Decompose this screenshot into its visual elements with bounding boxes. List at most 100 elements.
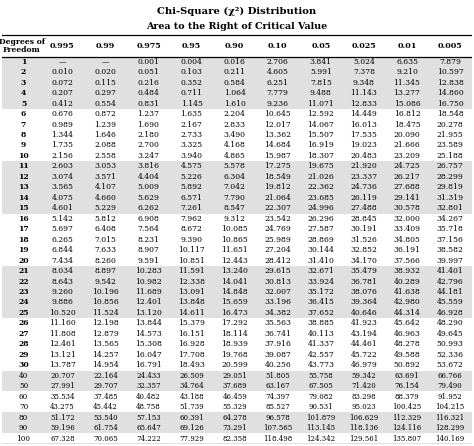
Text: 33.196: 33.196 [264,298,292,306]
Text: 8.231: 8.231 [137,235,160,244]
Text: 10.865: 10.865 [221,235,248,244]
Text: 23.589: 23.589 [437,141,464,149]
Text: 20.483: 20.483 [350,152,377,160]
Text: 22.307: 22.307 [264,204,291,212]
Text: 71.420: 71.420 [352,382,376,390]
Text: 65.647: 65.647 [136,424,161,432]
Text: 14.067: 14.067 [308,120,334,128]
Text: 26.509: 26.509 [179,372,204,380]
Text: 16.473: 16.473 [221,309,248,317]
Text: 9.886: 9.886 [52,298,73,306]
Text: 2.088: 2.088 [94,141,117,149]
Text: 44.181: 44.181 [437,288,464,296]
Text: 4.107: 4.107 [94,183,117,191]
Text: 40: 40 [19,372,28,380]
Bar [2,57,472,67]
Text: 5: 5 [21,99,26,107]
Text: 0.584: 0.584 [224,78,246,87]
Text: 30.813: 30.813 [264,277,292,285]
Text: Freedom: Freedom [3,45,40,54]
Text: 37.485: 37.485 [93,392,118,401]
Text: 14.848: 14.848 [221,288,248,296]
Text: 28.412: 28.412 [264,256,291,264]
Text: 5.991: 5.991 [310,68,332,76]
Text: 29.141: 29.141 [393,194,420,202]
Text: 40.256: 40.256 [264,361,291,369]
Text: 37.916: 37.916 [264,340,291,348]
Text: 90.531: 90.531 [309,403,333,411]
Text: 16.919: 16.919 [308,141,334,149]
Bar [2,235,472,245]
Text: 0.115: 0.115 [94,78,117,87]
Text: 2.706: 2.706 [267,58,289,66]
Text: 3.325: 3.325 [181,141,203,149]
Text: 14.573: 14.573 [135,330,162,338]
Text: 34.170: 34.170 [350,256,377,264]
Text: 96.578: 96.578 [265,413,290,421]
Text: 0.051: 0.051 [137,68,159,76]
Text: 44.461: 44.461 [351,340,377,348]
Bar [2,161,472,172]
Text: 67.505: 67.505 [309,382,333,390]
Text: 32.671: 32.671 [308,267,334,275]
Text: 76.154: 76.154 [395,382,419,390]
Text: 20.599: 20.599 [221,361,248,369]
Text: 15.308: 15.308 [135,340,162,348]
Text: 23.542: 23.542 [264,215,291,223]
Text: 4.865: 4.865 [224,152,246,160]
Text: 0.211: 0.211 [224,68,246,76]
Text: 5.629: 5.629 [137,194,159,202]
Text: 4.168: 4.168 [224,141,246,149]
Text: 34.267: 34.267 [437,215,464,223]
Text: 1.145: 1.145 [181,99,202,107]
Text: 39.997: 39.997 [437,256,464,264]
Text: 10.856: 10.856 [92,298,119,306]
Text: 14.257: 14.257 [92,351,119,359]
Text: 3: 3 [21,78,26,87]
Text: 13.277: 13.277 [393,89,420,97]
Text: 30.191: 30.191 [350,225,377,233]
Text: 11.524: 11.524 [92,309,119,317]
Text: 15.507: 15.507 [308,131,334,139]
Text: 2.156: 2.156 [52,152,73,160]
Text: 45.642: 45.642 [393,319,420,327]
Text: Degrees of: Degrees of [0,38,45,46]
Text: 24.769: 24.769 [264,225,291,233]
Text: 14.954: 14.954 [92,361,119,369]
Text: 67.328: 67.328 [50,434,75,442]
Text: 12.338: 12.338 [178,277,205,285]
Bar [2,245,472,256]
Text: 11.071: 11.071 [308,99,334,107]
Text: 51.172: 51.172 [50,413,75,421]
Text: 39.087: 39.087 [264,351,291,359]
Text: 1.344: 1.344 [51,131,73,139]
Text: 9: 9 [21,141,26,149]
Bar [2,214,472,224]
Text: 42.557: 42.557 [308,351,334,359]
Text: 46.979: 46.979 [351,361,377,369]
Text: 35.172: 35.172 [308,288,334,296]
Text: 13.120: 13.120 [135,309,162,317]
Text: 2.180: 2.180 [137,131,159,139]
Text: 4.404: 4.404 [137,173,159,181]
Text: 7.434: 7.434 [51,256,73,264]
Text: 31.319: 31.319 [437,194,464,202]
Text: 32.852: 32.852 [350,246,377,254]
Text: 0.005: 0.005 [438,42,463,50]
Text: 22: 22 [18,277,29,285]
Text: 6.408: 6.408 [94,225,117,233]
Text: 30: 30 [18,361,29,369]
Text: 11.651: 11.651 [221,246,248,254]
Text: 35.479: 35.479 [350,267,377,275]
Bar [2,203,472,214]
Text: 118.498: 118.498 [263,434,292,442]
Bar [2,130,472,140]
Text: 20.090: 20.090 [393,131,420,139]
Bar [2,402,472,413]
Text: 6.304: 6.304 [224,173,246,181]
Text: 5.024: 5.024 [353,58,375,66]
Text: 19.812: 19.812 [264,183,291,191]
Bar [2,413,472,423]
Text: 12: 12 [18,173,29,181]
Text: 83.298: 83.298 [352,392,376,401]
